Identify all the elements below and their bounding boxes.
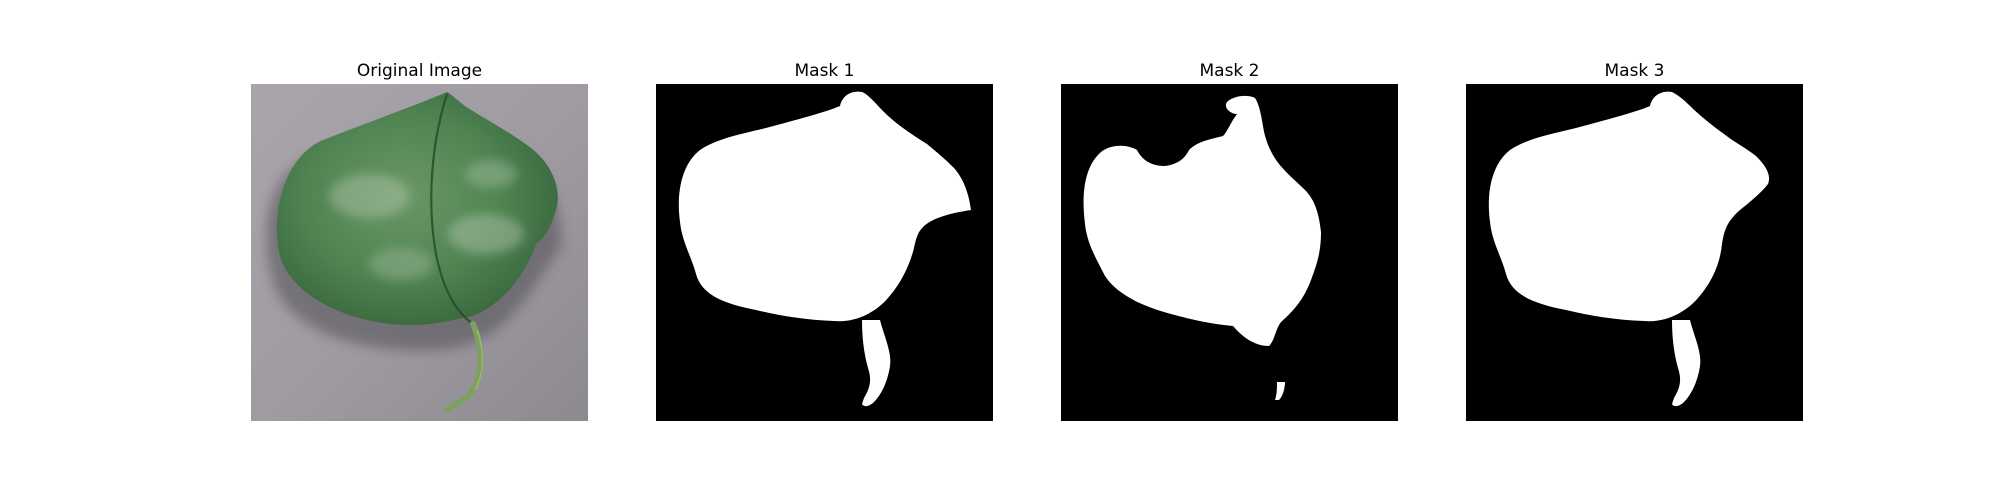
mildew-patch <box>465 160 517 188</box>
panel-mask-1: Mask 1 <box>656 58 993 421</box>
leaf-blade <box>276 92 558 326</box>
panel-title: Mask 3 <box>1604 61 1665 81</box>
panel-original-image: Original Image <box>251 58 588 421</box>
mildew-patch <box>369 248 433 280</box>
leaf-midrib <box>430 93 474 325</box>
segmentation-mask-1 <box>656 84 993 421</box>
segmentation-mask-3 <box>1466 84 1803 421</box>
original-leaf-photo <box>251 84 588 421</box>
mask-stem-region <box>862 320 891 407</box>
panel-mask-3: Mask 3 <box>1466 58 1803 421</box>
mask-stem-region <box>1672 320 1701 407</box>
panel-title: Mask 2 <box>1199 61 1260 81</box>
mask-leaf-region <box>1083 95 1321 346</box>
mask-leaf-region <box>1488 91 1770 322</box>
mildew-patch <box>448 214 524 254</box>
panel-mask-2: Mask 2 <box>1061 58 1398 421</box>
panel-title: Mask 1 <box>794 61 855 81</box>
segmentation-mask-2 <box>1061 84 1398 421</box>
panel-title: Original Image <box>356 61 483 81</box>
mask-speck-region <box>1275 382 1285 400</box>
mask-leaf-region <box>678 91 971 322</box>
mildew-patch <box>329 174 409 218</box>
leaf-stem <box>444 321 484 413</box>
